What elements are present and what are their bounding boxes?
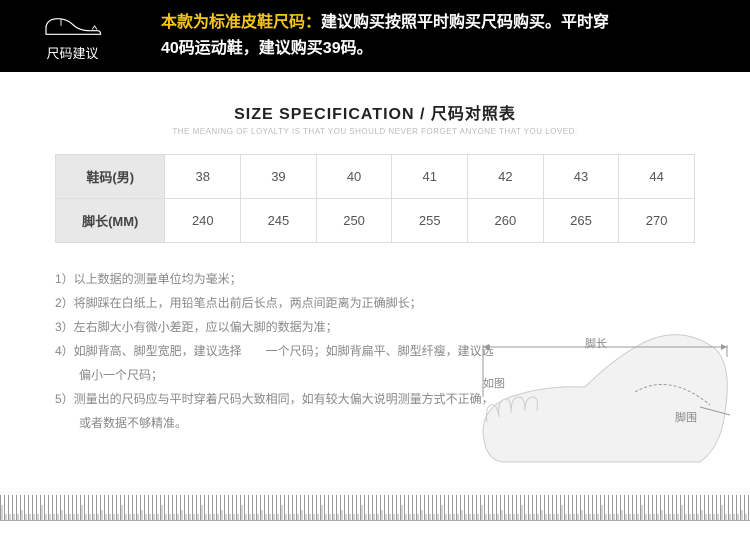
- foot-length-label: 脚长: [585, 335, 607, 351]
- header-right: 本款为标准皮鞋尺码：建议购买按照平时购买尺码购买。平时穿 40码运动鞋，建议购买…: [145, 0, 750, 72]
- header-highlight: 本款为标准皮鞋尺码：: [161, 14, 321, 31]
- note-line: 1）以上数据的测量单位均为毫米；: [55, 267, 695, 291]
- title-sub: THE MEANING OF LOYALTY IS THAT YOU SHOUL…: [0, 127, 750, 136]
- table-cell: 265: [543, 199, 619, 243]
- table-cell: 42: [468, 155, 544, 199]
- table-cell: 41: [392, 155, 468, 199]
- shoe-outline-icon: [43, 11, 103, 39]
- ruler-ticks-icon: [0, 495, 750, 521]
- table-cell: 39: [241, 155, 317, 199]
- table-cell: 245: [241, 199, 317, 243]
- title-main: SIZE SPECIFICATION / 尺码对照表: [0, 100, 750, 124]
- size-suggestion-label: 尺码建议: [46, 43, 98, 62]
- title-block: SIZE SPECIFICATION / 尺码对照表 THE MEANING O…: [0, 72, 750, 154]
- header-text-line2: 40码运动鞋，建议购买39码。: [161, 36, 734, 62]
- foot-ruli-label: 如图: [483, 375, 505, 391]
- table-cell: 250: [316, 199, 392, 243]
- table-cell: 44: [619, 155, 695, 199]
- table-cell: 40: [316, 155, 392, 199]
- row-header-size: 鞋码(男): [56, 155, 165, 199]
- table-cell: 43: [543, 155, 619, 199]
- foot-svg: [415, 297, 735, 477]
- table-row: 鞋码(男) 38 39 40 41 42 43 44: [56, 155, 695, 199]
- foot-circ-label: 脚围: [675, 409, 697, 425]
- title-sep: /: [415, 106, 431, 123]
- title-cn: 尺码对照表: [431, 106, 516, 123]
- foot-diagram: 脚长 如图 脚围: [415, 297, 735, 477]
- header-text-line1: 本款为标准皮鞋尺码：建议购买按照平时购买尺码购买。平时穿: [161, 10, 734, 36]
- table-cell: 38: [165, 155, 241, 199]
- table-cell: 240: [165, 199, 241, 243]
- table-cell: 270: [619, 199, 695, 243]
- row-header-length: 脚长(MM): [56, 199, 165, 243]
- notes-block: 1）以上数据的测量单位均为毫米； 2）将脚踩在白纸上，用铅笔点出前后长点，两点间…: [55, 267, 695, 435]
- header-banner: 尺码建议 本款为标准皮鞋尺码：建议购买按照平时购买尺码购买。平时穿 40码运动鞋…: [0, 0, 750, 72]
- ruler-graphic: [0, 495, 750, 521]
- table-row: 脚长(MM) 240 245 250 255 260 265 270: [56, 199, 695, 243]
- table-cell: 260: [468, 199, 544, 243]
- table-cell: 255: [392, 199, 468, 243]
- size-table: 鞋码(男) 38 39 40 41 42 43 44 脚长(MM) 240 24…: [55, 154, 695, 243]
- header-left: 尺码建议: [0, 0, 145, 72]
- header-desc1: 建议购买按照平时购买尺码购买。平时穿: [321, 14, 609, 31]
- title-en: SIZE SPECIFICATION: [234, 106, 414, 123]
